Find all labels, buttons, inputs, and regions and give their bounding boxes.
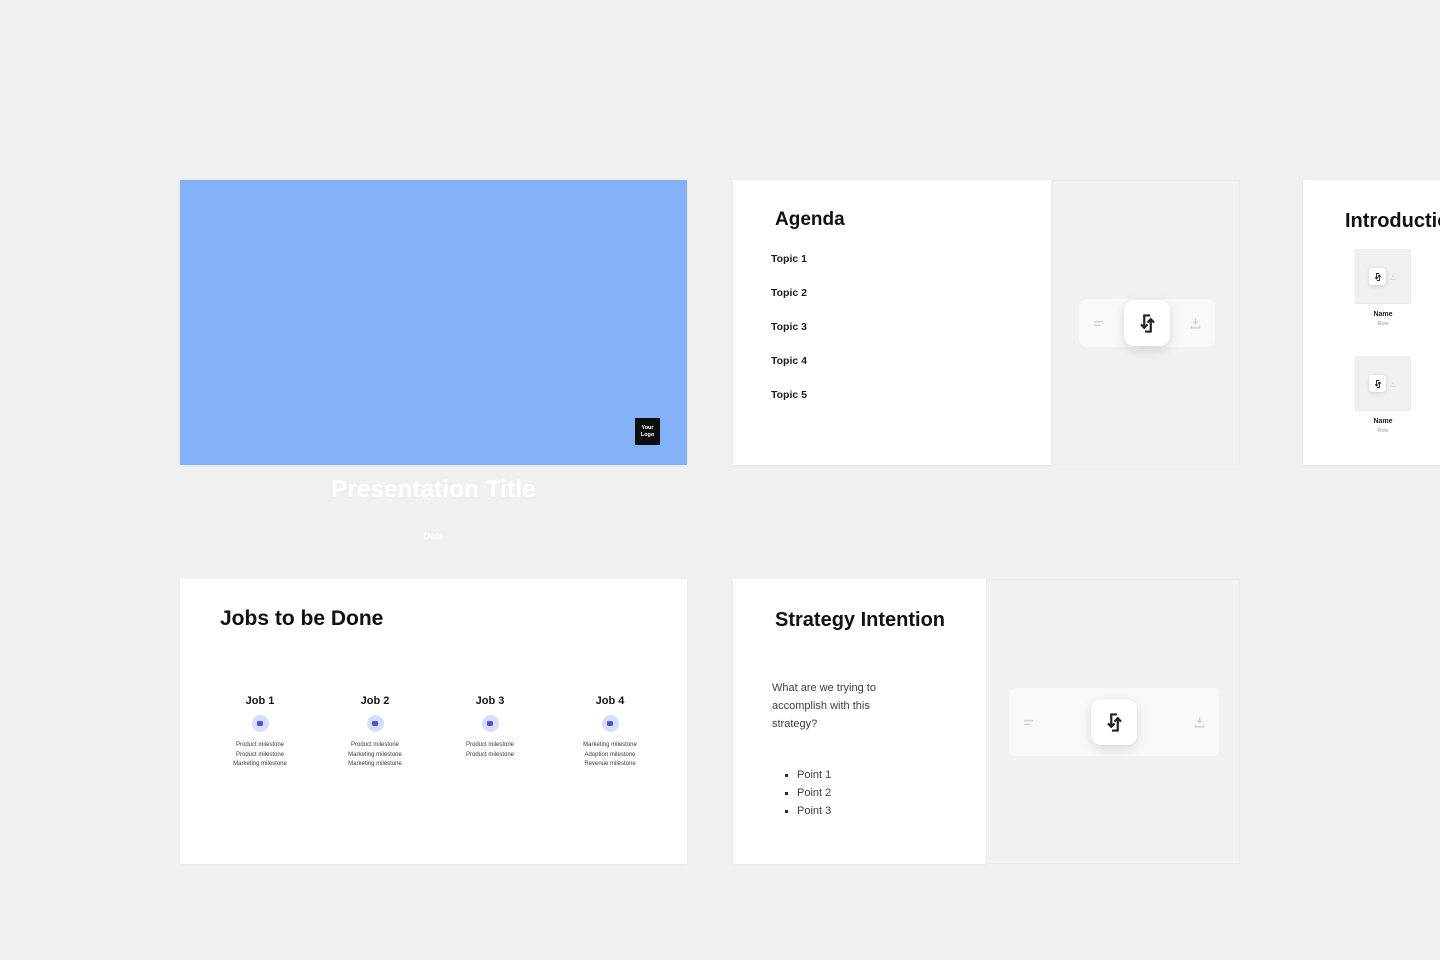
milestone: Marketing milestone	[583, 742, 637, 748]
agenda-image-placeholder[interactable]	[1052, 180, 1240, 465]
milestone: Adoption milestone	[584, 751, 636, 758]
slide-strategy-intention[interactable]: Strategy Intention What are we trying to…	[733, 579, 986, 864]
presentation-title: Presentation Title	[331, 476, 536, 503]
badge-dot-icon	[601, 715, 619, 732]
agenda-topic: Topic 4	[771, 355, 807, 367]
job-column: Job 1 Product milestone Product mileston…	[205, 695, 315, 770]
person-photo-placeholder[interactable]	[1355, 356, 1411, 411]
job-column: Job 2 Product milestone Marketing milest…	[320, 695, 430, 770]
swap-image-button[interactable]	[1369, 375, 1386, 392]
person-photo-placeholder[interactable]	[1355, 249, 1411, 304]
agenda-topic: Topic 2	[771, 287, 807, 299]
milestone: Product milestone	[235, 751, 285, 758]
download-icon	[1192, 715, 1207, 730]
job-column: Job 4 Marketing milestone Adoption miles…	[555, 695, 665, 770]
swap-image-button[interactable]	[1091, 699, 1137, 745]
strategy-point: Point 1	[785, 766, 831, 784]
person-name: Name	[1373, 311, 1393, 318]
agenda-title: Agenda	[775, 209, 845, 230]
job-label: Job 1	[245, 695, 275, 707]
milestone: Marketing milestone	[348, 751, 402, 758]
milestone: Marketing milestone	[348, 761, 402, 767]
milestone: Revenue milestone	[584, 761, 636, 767]
placeholder-lines-icon	[1091, 316, 1106, 331]
milestone: Product milestone	[465, 751, 515, 758]
strategy-point: Point 2	[785, 784, 831, 802]
job-label: Job 4	[595, 695, 625, 707]
agenda-topic-list: Topic 1 Topic 2 Topic 3 Topic 4 Topic 5	[771, 253, 807, 423]
download-icon	[1389, 273, 1397, 281]
job-label: Job 3	[475, 695, 505, 707]
milestone: Product milestone	[465, 742, 515, 748]
slide-introduction[interactable]: Introduction Name Role	[1303, 180, 1440, 465]
person-name: Name	[1373, 418, 1393, 425]
logo-placeholder[interactable]: Your Logo	[635, 418, 660, 445]
milestone: Marketing milestone	[233, 761, 287, 767]
job-column: Job 3 Product milestone Product mileston…	[435, 695, 545, 760]
jobs-title: Jobs to be Done	[220, 607, 384, 630]
strategy-title: Strategy Intention	[775, 609, 946, 631]
logo-line1: Your	[641, 424, 654, 431]
slide-title-card[interactable]: Presentation Title Date Your Logo	[180, 180, 687, 541]
logo-line2: Logo	[640, 431, 655, 438]
strategy-body-text: What are we trying to accomplish with th…	[772, 682, 876, 730]
swap-vertical-icon	[1103, 711, 1126, 734]
person-card: Name Role	[1355, 356, 1411, 434]
swap-vertical-icon	[1373, 379, 1383, 389]
swap-image-button[interactable]	[1369, 268, 1386, 285]
badge-dot-icon	[366, 715, 384, 732]
person-role: Role	[1377, 321, 1389, 327]
person-role: Role	[1377, 428, 1389, 434]
presentation-date: Date	[423, 531, 444, 541]
strategy-image-placeholder[interactable]	[986, 579, 1240, 864]
milestone: Product milestone	[235, 742, 285, 748]
milestone: Product milestone	[350, 742, 400, 748]
swap-vertical-icon	[1136, 312, 1159, 335]
placeholder-lines-icon	[1021, 715, 1036, 730]
download-icon	[1389, 380, 1397, 388]
agenda-topic: Topic 3	[771, 321, 807, 333]
badge-dot-icon	[251, 715, 269, 732]
strategy-point-list: Point 1 Point 2 Point 3	[785, 766, 831, 820]
badge-dot-icon	[481, 715, 499, 732]
swap-image-button[interactable]	[1124, 300, 1170, 346]
swap-vertical-icon	[1373, 272, 1383, 282]
job-label: Job 2	[360, 695, 390, 707]
person-card: Name Role	[1355, 249, 1411, 327]
download-icon	[1188, 316, 1203, 331]
agenda-topic: Topic 1	[771, 253, 807, 265]
slide-agenda[interactable]: Agenda Topic 1 Topic 2 Topic 3 Topic 4 T…	[733, 180, 1051, 465]
agenda-topic: Topic 5	[771, 389, 807, 401]
strategy-point: Point 3	[785, 802, 831, 820]
introduction-title: Introduction	[1345, 210, 1440, 232]
slide-jobs-to-be-done[interactable]: Jobs to be Done Job 1 Product milestone …	[180, 579, 687, 864]
